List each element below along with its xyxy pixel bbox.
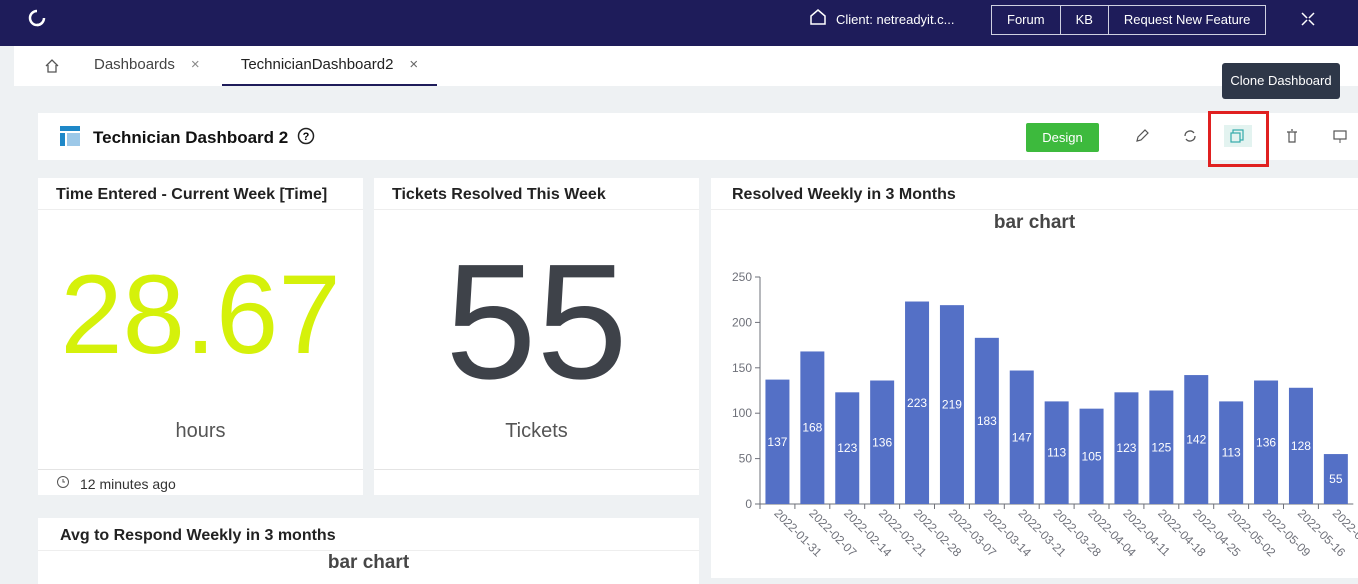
widget-title: Avg to Respond Weekly in 3 months [60,527,336,544]
bar [905,301,930,504]
bar [1184,375,1209,504]
dashboard-icon [60,126,80,146]
bar [1219,401,1244,504]
kb-link[interactable]: KB [1059,6,1108,34]
tab-label: Dashboards [94,56,175,73]
bar-label: 55 [1329,472,1343,486]
fullscreen-icon[interactable] [1301,12,1315,26]
design-button[interactable]: Design [1026,123,1099,152]
bar-label: 123 [1116,441,1136,455]
bar-label: 147 [1012,430,1032,444]
y-tick-label: 150 [732,361,752,375]
widget: Time Entered - Current Week [Time] 28.67… [38,178,363,495]
widget-title: Tickets Resolved This Week [392,186,606,203]
bar-label: 125 [1151,440,1171,454]
bar-label: 128 [1291,439,1311,453]
top-links: Forum KB Request New Feature [991,5,1267,35]
widget-footer: 12 minutes ago [80,476,176,492]
bar [1009,370,1034,504]
chart-subtitle: bar chart [327,552,410,573]
home-icon [810,9,826,25]
widget-title: Time Entered - Current Week [Time] [56,186,328,203]
bar-label: 113 [1047,446,1066,460]
bar-label: 113 [1222,446,1241,460]
bar-label: 142 [1186,433,1206,447]
bar [870,380,895,504]
bar-label: 136 [1256,435,1276,449]
bar [1323,454,1348,504]
metric-value: 55 [445,230,628,413]
metric-unit: Tickets [505,420,568,442]
y-tick-label: 250 [732,270,752,284]
y-tick-label: 50 [739,452,753,466]
edit-icon[interactable] [1134,128,1150,144]
bar [835,392,860,504]
chart: 0501001502002501372022-01-311682022-02-0… [732,270,1358,560]
home-tab[interactable] [44,58,60,74]
bar-label: 136 [872,435,892,449]
bar [1254,380,1279,504]
bar-label: 137 [767,435,787,449]
widget: Tickets Resolved This Week 55 Tickets [374,178,699,495]
tab-label: TechnicianDashboard2 [240,56,394,73]
bar-label: 168 [802,421,822,435]
feature-link[interactable]: Request New Feature [1107,6,1265,34]
bar [1114,392,1139,504]
help-icon[interactable]: ? [297,127,315,145]
clone-icon[interactable] [1224,125,1252,147]
present-icon[interactable] [1332,128,1348,144]
refresh-icon[interactable] [1182,128,1198,144]
bar-label: 219 [942,398,962,412]
y-tick-label: 100 [732,406,752,420]
y-tick-label: 0 [745,497,752,511]
forum-link[interactable]: Forum [1007,12,1045,27]
bar [800,351,825,504]
chart-widget: Avg to Respond Weekly in 3 months bar ch… [38,518,699,584]
dashboard-title: Technician Dashboard 2 [93,128,289,147]
clock-icon [57,476,69,488]
bar [1288,387,1313,504]
tab[interactable]: Dashboards × [94,56,200,73]
bar [765,379,790,504]
metric-value: 28.67 [60,252,341,377]
client-label: Client: netreadyit.c... [836,12,955,27]
widget-title: Resolved Weekly in 3 Months [732,186,956,203]
bar [974,337,999,504]
bar-label: 183 [977,414,997,428]
svg-text:?: ? [303,131,310,143]
bar [1044,401,1069,504]
bar-label: 223 [907,396,927,410]
delete-icon[interactable] [1284,128,1300,144]
y-tick-label: 200 [732,315,752,329]
tab-active[interactable]: TechnicianDashboard2 × [222,46,437,86]
metric-unit: hours [175,420,226,442]
top-bar: Client: netreadyit.c... Forum KB Request… [0,0,1358,46]
bar [1149,390,1174,504]
chart-widget: Resolved Weekly in 3 Months bar chart 0 5… [711,178,1358,578]
dashboard-header: Technician Dashboard 2 ? Design [38,111,1358,167]
highlight-box [1208,111,1269,167]
bar-label: 123 [837,441,857,455]
logo [28,9,46,27]
tooltip: Clone Dashboard [1222,63,1340,99]
bar [939,305,964,504]
bar [1079,408,1104,504]
tab-bar: Dashboards × TechnicianDashboard2 × [14,46,1358,86]
bar-label: 105 [1082,449,1102,463]
chart-subtitle: bar chart [993,212,1076,233]
